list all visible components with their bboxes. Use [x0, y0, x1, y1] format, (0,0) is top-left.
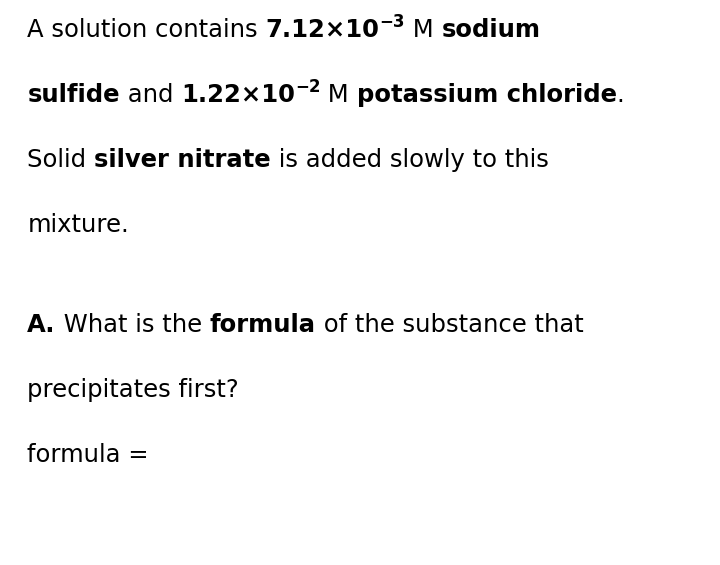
Text: M: M [405, 18, 441, 42]
Text: formula: formula [210, 314, 316, 337]
Text: M: M [320, 82, 357, 107]
Text: sodium: sodium [441, 18, 541, 42]
Text: A.: A. [27, 314, 56, 337]
Text: precipitates first?: precipitates first? [27, 379, 239, 402]
Text: −3: −3 [379, 12, 405, 31]
Text: −2: −2 [295, 77, 320, 95]
Text: and: and [120, 82, 181, 107]
Text: sulfide: sulfide [27, 82, 120, 107]
Text: .: . [617, 82, 625, 107]
Text: A solution contains: A solution contains [27, 18, 266, 42]
Text: of the substance that: of the substance that [316, 314, 583, 337]
Text: potassium chloride: potassium chloride [357, 82, 617, 107]
Text: 7.12×10: 7.12×10 [266, 18, 379, 42]
Text: mixture.: mixture. [27, 212, 129, 237]
Text: Solid: Solid [27, 147, 94, 172]
Text: silver nitrate: silver nitrate [94, 147, 271, 172]
Text: formula =: formula = [27, 444, 157, 467]
Text: 1.22×10: 1.22×10 [181, 82, 295, 107]
Text: What is the: What is the [56, 314, 210, 337]
Text: is added slowly to this: is added slowly to this [271, 147, 549, 172]
